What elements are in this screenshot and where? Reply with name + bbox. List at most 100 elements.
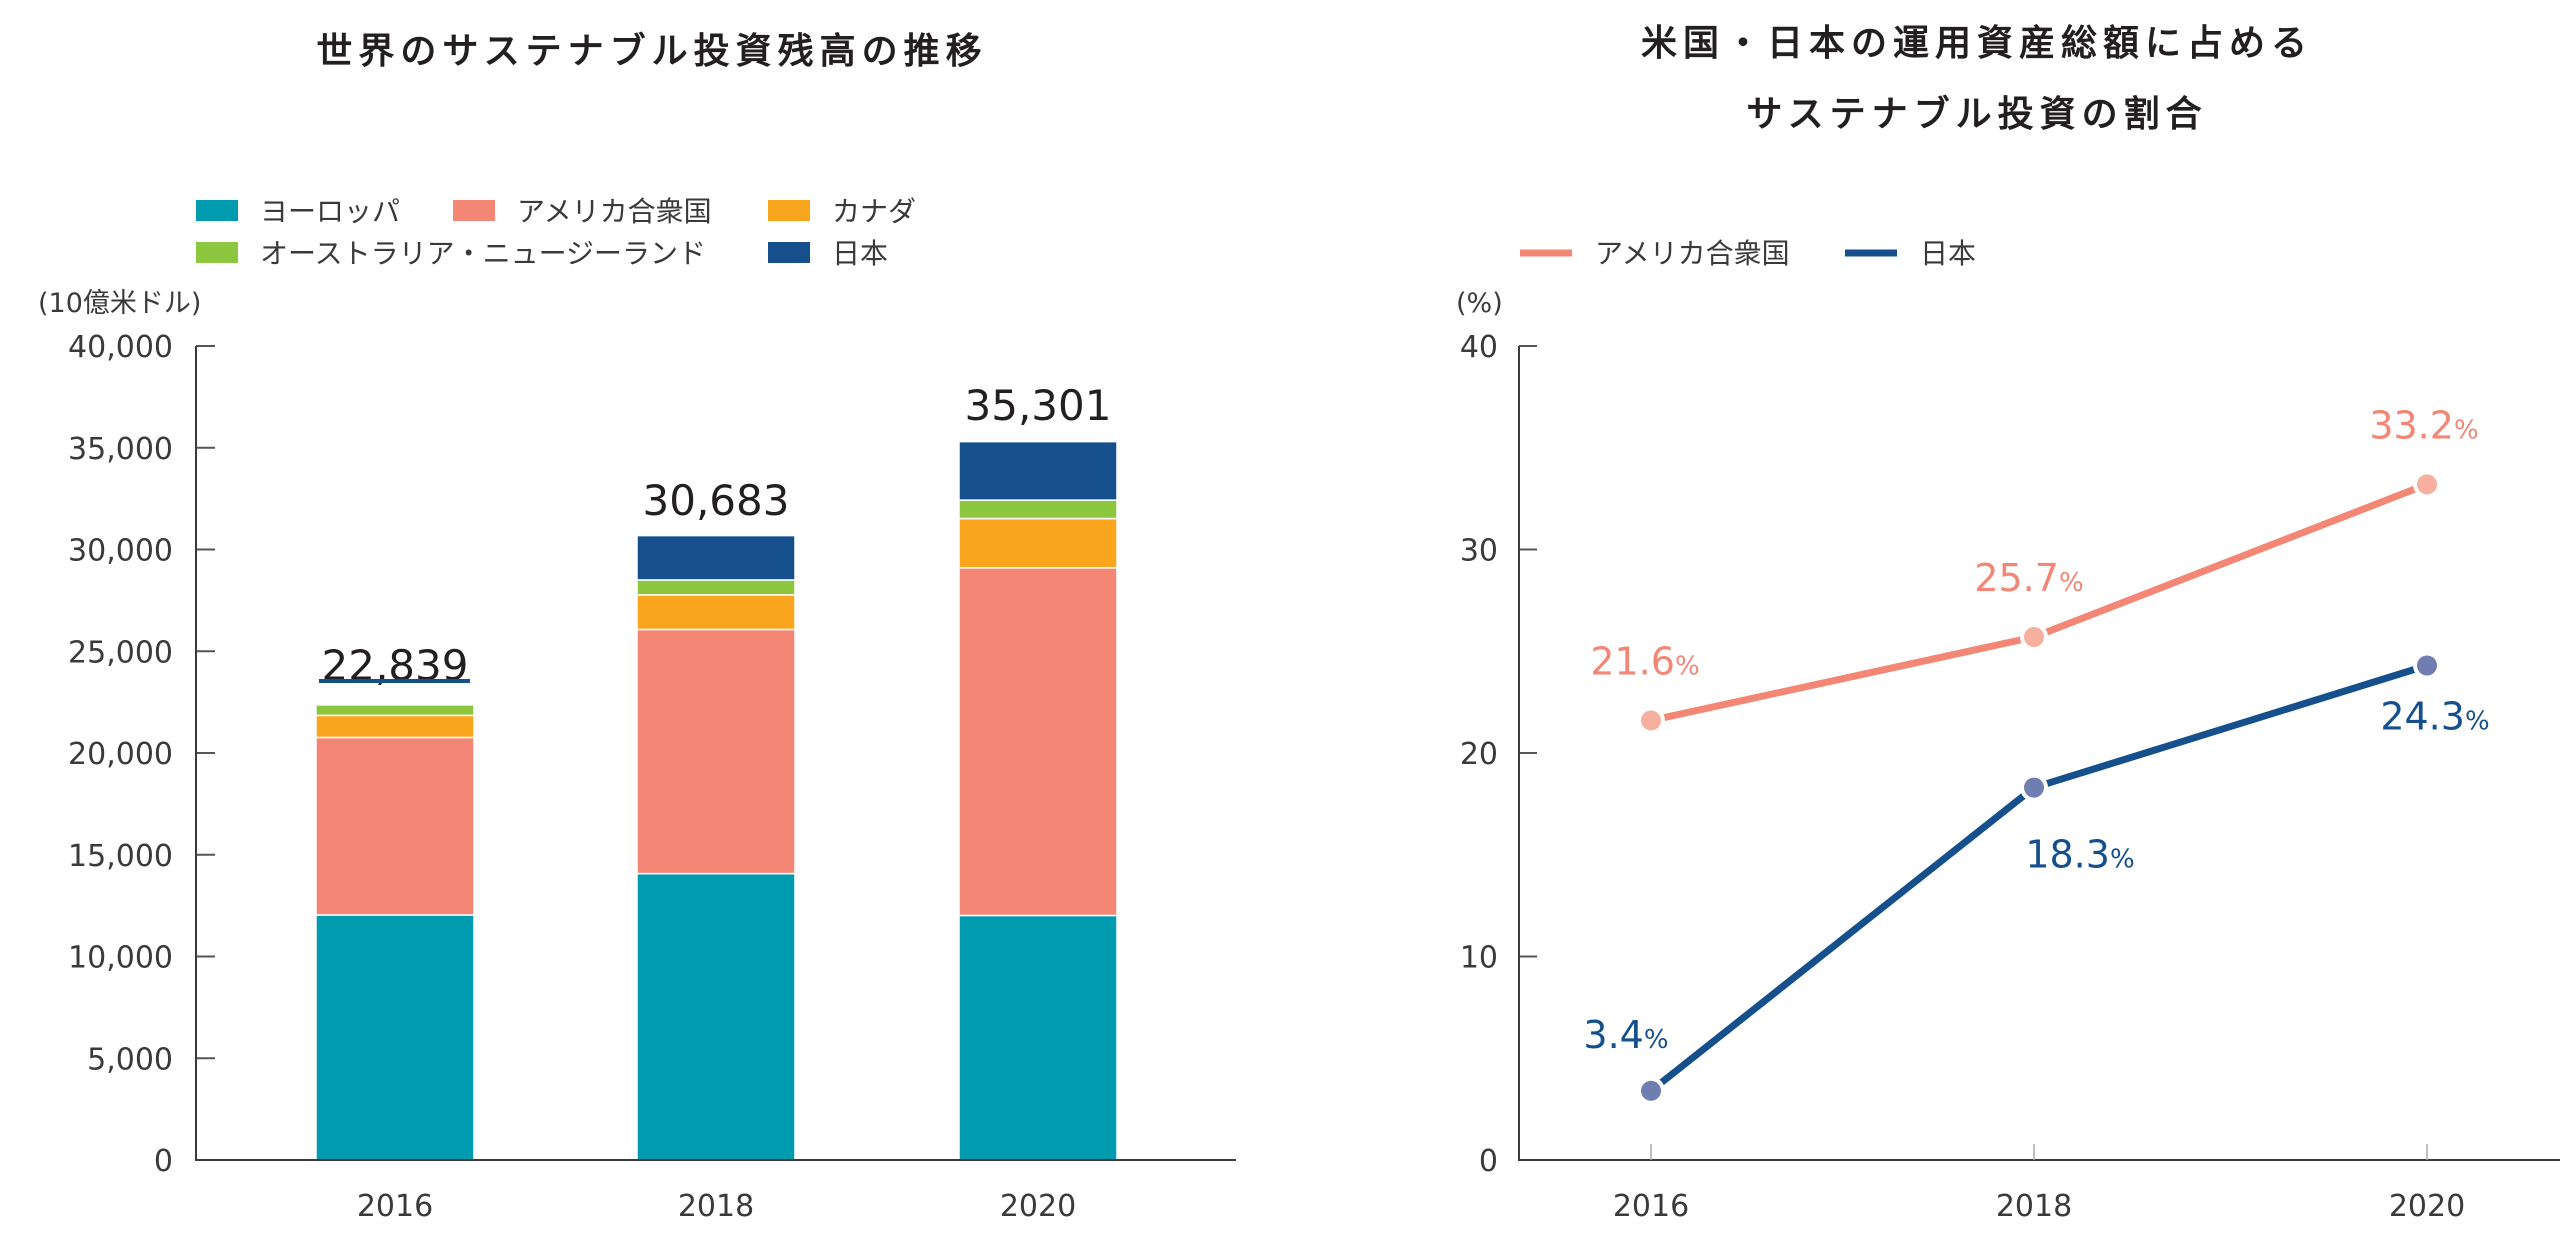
legend-label-usa: アメリカ合衆国 <box>517 195 712 228</box>
bar-segment-canada-2018 <box>636 594 796 631</box>
bar-segment-japan-2016 <box>319 679 470 683</box>
data-label-value: 24.3 <box>2380 694 2465 738</box>
legend-label-canada: カナダ <box>832 195 916 228</box>
x-tick-label-2020: 2020 <box>1000 1189 1076 1224</box>
line-chart-legend: アメリカ合衆国 日本 <box>1520 237 1976 270</box>
y-tick-label-20000: 20,000 <box>68 737 173 772</box>
y-tick-label-5000: 5,000 <box>87 1042 173 1077</box>
legend-label-usa: アメリカ合衆国 <box>1595 237 1790 270</box>
line-chart-series <box>1637 470 2441 1105</box>
y-tick-label-35000: 35,000 <box>68 432 173 467</box>
marker-japan-2016 <box>1641 1080 1661 1101</box>
bar-stack-2018 <box>636 534 796 1161</box>
x-tick-label-2020: 2020 <box>2389 1189 2465 1224</box>
legend-label-australia-nz: オーストラリア・ニュージーランド <box>260 237 706 270</box>
bar-chart-y-unit-label: (10億米ドル) <box>38 288 201 319</box>
data-label-usa-2018: 25.7% <box>1974 556 2083 600</box>
data-label-value: 25.7 <box>1974 556 2059 600</box>
legend-item-canada: カナダ <box>768 195 916 228</box>
bar-segment-australia-nz-2018 <box>636 579 796 596</box>
line-chart-y-axis-ticks: 0 10 20 30 40 <box>1460 330 1537 1179</box>
series-line-usa <box>1650 481 2429 724</box>
bar-chart-title: 世界のサステナブル投資残高の推移 <box>316 30 987 72</box>
bar-segment-canada-2016 <box>315 714 475 739</box>
marker-japan-2020 <box>2417 655 2437 676</box>
line-chart-title-line-1: 米国・日本の運用資産総額に占める <box>1641 23 2313 64</box>
data-label-value: 21.6 <box>1590 639 1675 683</box>
legend-label-japan: 日本 <box>1920 237 1976 270</box>
data-label-percent-sign: % <box>2454 415 2479 445</box>
bar-segment-europe-2018 <box>636 872 796 1161</box>
data-label-japan-2018: 18.3% <box>2025 833 2134 877</box>
legend-item-australia-nz: オーストラリア・ニュージーランド <box>196 237 706 270</box>
data-label-japan-2020: 24.3% <box>2380 694 2489 738</box>
bar-segment-europe-2016 <box>315 914 475 1161</box>
x-tick-label-2016: 2016 <box>1613 1189 1689 1224</box>
legend-swatch-japan <box>768 242 810 263</box>
sustainable-share-line-chart: 米国・日本の運用資産総額に占める サステナブル投資の割合 アメリカ合衆国 日本 (… <box>1456 23 2560 1224</box>
line-chart-y-unit-label: (%) <box>1456 288 1503 319</box>
marker-usa-2016 <box>1641 710 1661 731</box>
y-tick-label-0: 0 <box>154 1144 173 1179</box>
x-tick-label-2018: 2018 <box>678 1189 754 1224</box>
y-tick-label-15000: 15,000 <box>68 839 173 874</box>
bar-stack-2020 <box>958 440 1118 1161</box>
legend-swatch-australia-nz <box>196 242 238 263</box>
line-chart-x-axis-ticks: 2016 2018 2020 <box>1613 1144 2465 1224</box>
legend-item-europe: ヨーロッパ <box>196 195 400 228</box>
bar-segment-australia-nz-2020 <box>958 499 1118 520</box>
data-label-japan-2016: 3.4% <box>1583 1013 1668 1057</box>
x-tick-label-2018: 2018 <box>1996 1189 2072 1224</box>
bar-segment-japan-2018 <box>636 534 796 581</box>
x-tick-label-2016: 2016 <box>357 1189 433 1224</box>
sustainable-investment-bar-chart: 世界のサステナブル投資残高の推移 ヨーロッパ アメリカ合衆国 カナダオーストラリア・… <box>38 30 1236 1224</box>
total-label-2020: 35,301 <box>965 381 1112 430</box>
bar-segment-usa-2020 <box>958 567 1118 917</box>
data-label-value: 33.2 <box>2369 403 2454 447</box>
marker-usa-2018 <box>2024 627 2044 648</box>
bar-segment-usa-2018 <box>636 628 796 875</box>
y-tick-label-40000: 40,000 <box>68 330 173 365</box>
series-japan <box>1637 651 2441 1105</box>
bar-segment-canada-2020 <box>958 517 1118 569</box>
bar-chart-y-axis-ticks: 0 5,000 10,000 15,000 20,000 25,000 30,000 35,0… <box>68 330 215 1179</box>
y-tick-label-10: 10 <box>1460 941 1498 976</box>
legend-swatch-europe <box>196 200 238 221</box>
bar-segment-usa-2016 <box>315 736 475 916</box>
bar-chart-bars <box>315 440 1118 1161</box>
y-tick-label-30000: 30,000 <box>68 534 173 569</box>
marker-usa-2020 <box>2417 474 2437 495</box>
legend-label-japan: 日本 <box>832 237 888 270</box>
data-label-value: 3.4 <box>1583 1013 1643 1057</box>
data-label-percent-sign: % <box>1644 1025 1669 1055</box>
data-label-percent-sign: % <box>2465 706 2490 736</box>
legend-item-usa: アメリカ合衆国 <box>1520 237 1790 270</box>
legend-item-japan: 日本 <box>768 237 888 270</box>
y-tick-label-40: 40 <box>1460 330 1498 365</box>
data-label-usa-2016: 21.6% <box>1590 639 1699 683</box>
series-line-japan <box>1648 662 2429 1094</box>
data-label-percent-sign: % <box>1675 651 1700 681</box>
bar-segment-europe-2020 <box>958 914 1118 1161</box>
bar-segment-japan-2020 <box>958 440 1118 501</box>
legend-swatch-canada <box>768 200 810 221</box>
data-label-usa-2020: 33.2% <box>2369 403 2478 447</box>
legend-item-usa: アメリカ合衆国 <box>453 195 712 228</box>
series-usa <box>1637 470 2441 735</box>
data-label-value: 18.3 <box>2025 833 2110 877</box>
bar-segment-australia-nz-2016 <box>315 704 475 717</box>
y-tick-label-30: 30 <box>1460 534 1498 569</box>
legend-label-europe: ヨーロッパ <box>260 195 400 228</box>
bar-chart-x-axis-labels: 2016 2018 2020 <box>357 1189 1076 1224</box>
legend-item-japan: 日本 <box>1845 237 1976 270</box>
y-tick-label-10000: 10,000 <box>68 941 173 976</box>
data-label-percent-sign: % <box>2059 568 2084 598</box>
bar-stack-2016 <box>315 704 475 1161</box>
y-tick-label-0: 0 <box>1479 1144 1498 1179</box>
y-tick-label-20: 20 <box>1460 737 1498 772</box>
line-chart-data-labels: 21.6%25.7%33.2%3.4%18.3%24.3% <box>1583 403 2489 1056</box>
total-label-2018: 30,683 <box>643 476 790 525</box>
